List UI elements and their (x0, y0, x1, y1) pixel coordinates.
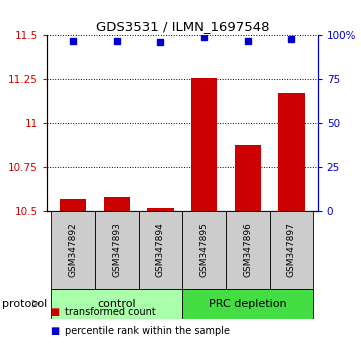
Text: GSM347894: GSM347894 (156, 222, 165, 277)
Text: protocol: protocol (2, 298, 47, 309)
Text: ■: ■ (51, 326, 60, 336)
Bar (139, 211, 182, 289)
Bar (226, 211, 270, 289)
Bar (60, 199, 86, 211)
Text: transformed count: transformed count (65, 307, 156, 316)
Bar (182, 211, 226, 289)
Bar (104, 198, 130, 211)
Bar (270, 211, 313, 289)
Text: ■: ■ (51, 307, 60, 316)
Title: GDS3531 / ILMN_1697548: GDS3531 / ILMN_1697548 (96, 20, 269, 33)
Text: GSM347892: GSM347892 (69, 222, 78, 277)
Bar (147, 208, 174, 211)
Text: PRC depletion: PRC depletion (209, 298, 287, 309)
Text: GSM347897: GSM347897 (287, 222, 296, 277)
Bar (235, 145, 261, 211)
Text: GSM347895: GSM347895 (200, 222, 209, 277)
Bar (51, 211, 95, 289)
Text: control: control (97, 298, 136, 309)
Bar (51, 289, 182, 319)
Text: GSM347896: GSM347896 (243, 222, 252, 277)
Bar (95, 211, 139, 289)
Bar (278, 93, 305, 211)
Text: percentile rank within the sample: percentile rank within the sample (65, 326, 230, 336)
Bar (191, 78, 217, 211)
Bar (182, 289, 313, 319)
Text: GSM347893: GSM347893 (112, 222, 121, 277)
